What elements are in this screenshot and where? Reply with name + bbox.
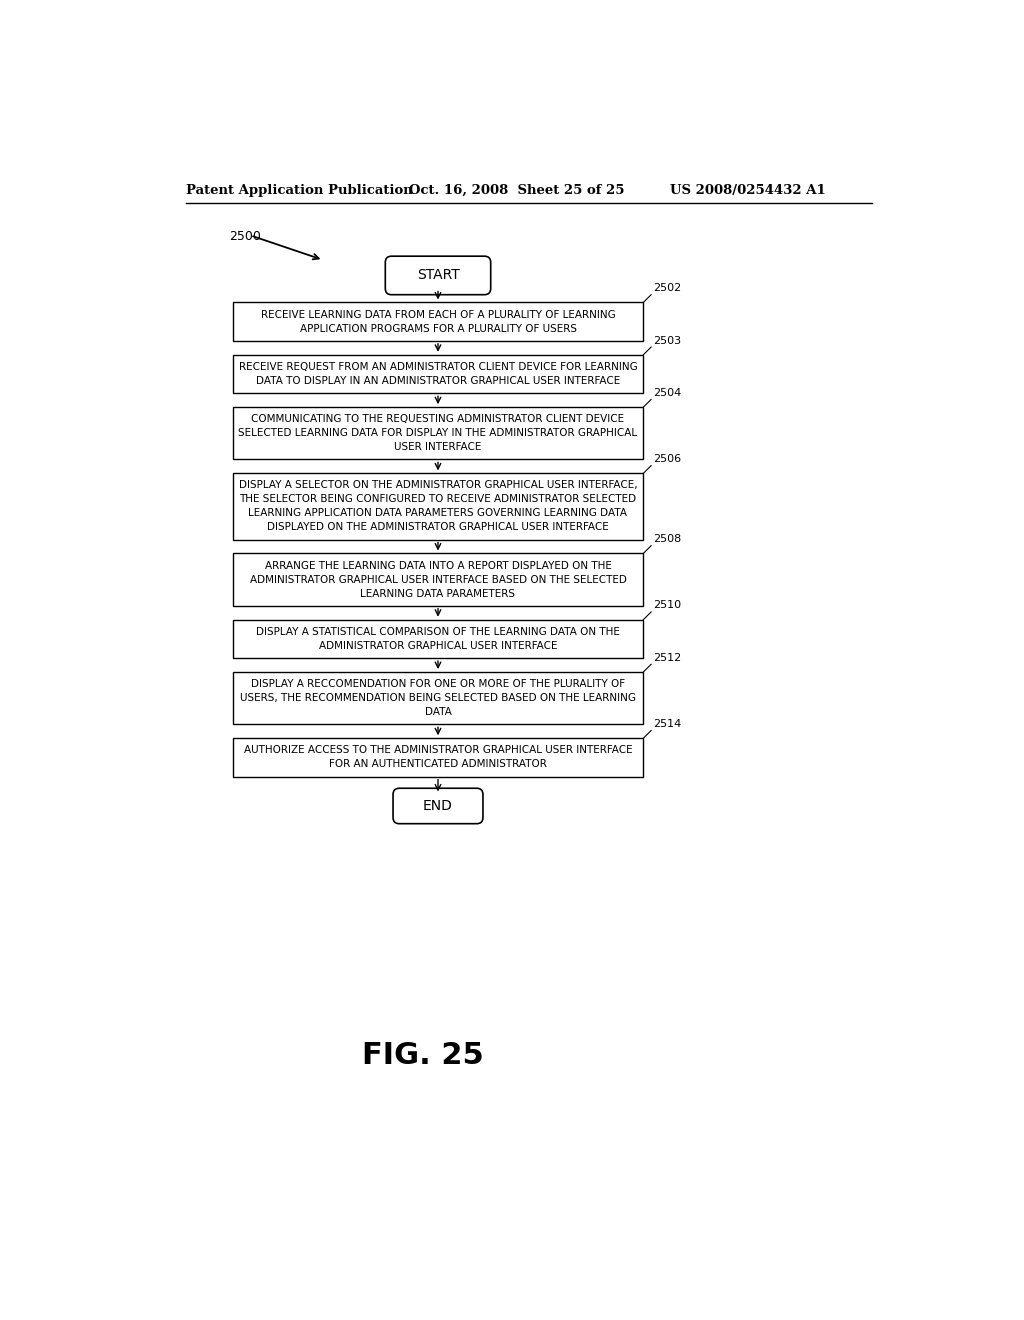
Text: DISPLAY A RECCOMENDATION FOR ONE OR MORE OF THE PLURALITY OF
USERS, THE RECOMMEN: DISPLAY A RECCOMENDATION FOR ONE OR MORE… bbox=[240, 680, 636, 717]
Text: 2504: 2504 bbox=[652, 388, 681, 397]
FancyBboxPatch shape bbox=[393, 788, 483, 824]
FancyBboxPatch shape bbox=[232, 302, 643, 341]
FancyBboxPatch shape bbox=[232, 738, 643, 776]
Text: FIG. 25: FIG. 25 bbox=[361, 1041, 483, 1071]
Text: Oct. 16, 2008  Sheet 25 of 25: Oct. 16, 2008 Sheet 25 of 25 bbox=[409, 185, 624, 197]
Text: DISPLAY A STATISTICAL COMPARISON OF THE LEARNING DATA ON THE
ADMINISTRATOR GRAPH: DISPLAY A STATISTICAL COMPARISON OF THE … bbox=[256, 627, 620, 651]
Text: DISPLAY A SELECTOR ON THE ADMINISTRATOR GRAPHICAL USER INTERFACE,
THE SELECTOR B: DISPLAY A SELECTOR ON THE ADMINISTRATOR … bbox=[239, 480, 637, 532]
Text: COMMUNICATING TO THE REQUESTING ADMINISTRATOR CLIENT DEVICE
SELECTED LEARNING DA: COMMUNICATING TO THE REQUESTING ADMINIST… bbox=[239, 414, 638, 453]
Text: 2502: 2502 bbox=[652, 284, 681, 293]
FancyBboxPatch shape bbox=[232, 355, 643, 393]
Text: 2506: 2506 bbox=[652, 454, 681, 465]
Text: 2500: 2500 bbox=[228, 231, 261, 243]
Text: ARRANGE THE LEARNING DATA INTO A REPORT DISPLAYED ON THE
ADMINISTRATOR GRAPHICAL: ARRANGE THE LEARNING DATA INTO A REPORT … bbox=[250, 561, 627, 598]
FancyBboxPatch shape bbox=[232, 553, 643, 606]
FancyBboxPatch shape bbox=[232, 474, 643, 540]
Text: US 2008/0254432 A1: US 2008/0254432 A1 bbox=[671, 185, 826, 197]
Text: START: START bbox=[417, 268, 460, 282]
Text: 2512: 2512 bbox=[652, 653, 681, 663]
Text: 2510: 2510 bbox=[652, 601, 681, 610]
Text: RECEIVE LEARNING DATA FROM EACH OF A PLURALITY OF LEARNING
APPLICATION PROGRAMS : RECEIVE LEARNING DATA FROM EACH OF A PLU… bbox=[261, 310, 615, 334]
Text: 2508: 2508 bbox=[652, 535, 681, 544]
Text: 2503: 2503 bbox=[652, 335, 681, 346]
Text: END: END bbox=[423, 799, 453, 813]
Text: Patent Application Publication: Patent Application Publication bbox=[186, 185, 413, 197]
Text: RECEIVE REQUEST FROM AN ADMINISTRATOR CLIENT DEVICE FOR LEARNING
DATA TO DISPLAY: RECEIVE REQUEST FROM AN ADMINISTRATOR CL… bbox=[239, 362, 637, 385]
FancyBboxPatch shape bbox=[385, 256, 490, 294]
Text: AUTHORIZE ACCESS TO THE ADMINISTRATOR GRAPHICAL USER INTERFACE
FOR AN AUTHENTICA: AUTHORIZE ACCESS TO THE ADMINISTRATOR GR… bbox=[244, 746, 632, 770]
Text: 2514: 2514 bbox=[652, 719, 681, 729]
FancyBboxPatch shape bbox=[232, 672, 643, 725]
FancyBboxPatch shape bbox=[232, 619, 643, 659]
FancyBboxPatch shape bbox=[232, 407, 643, 459]
